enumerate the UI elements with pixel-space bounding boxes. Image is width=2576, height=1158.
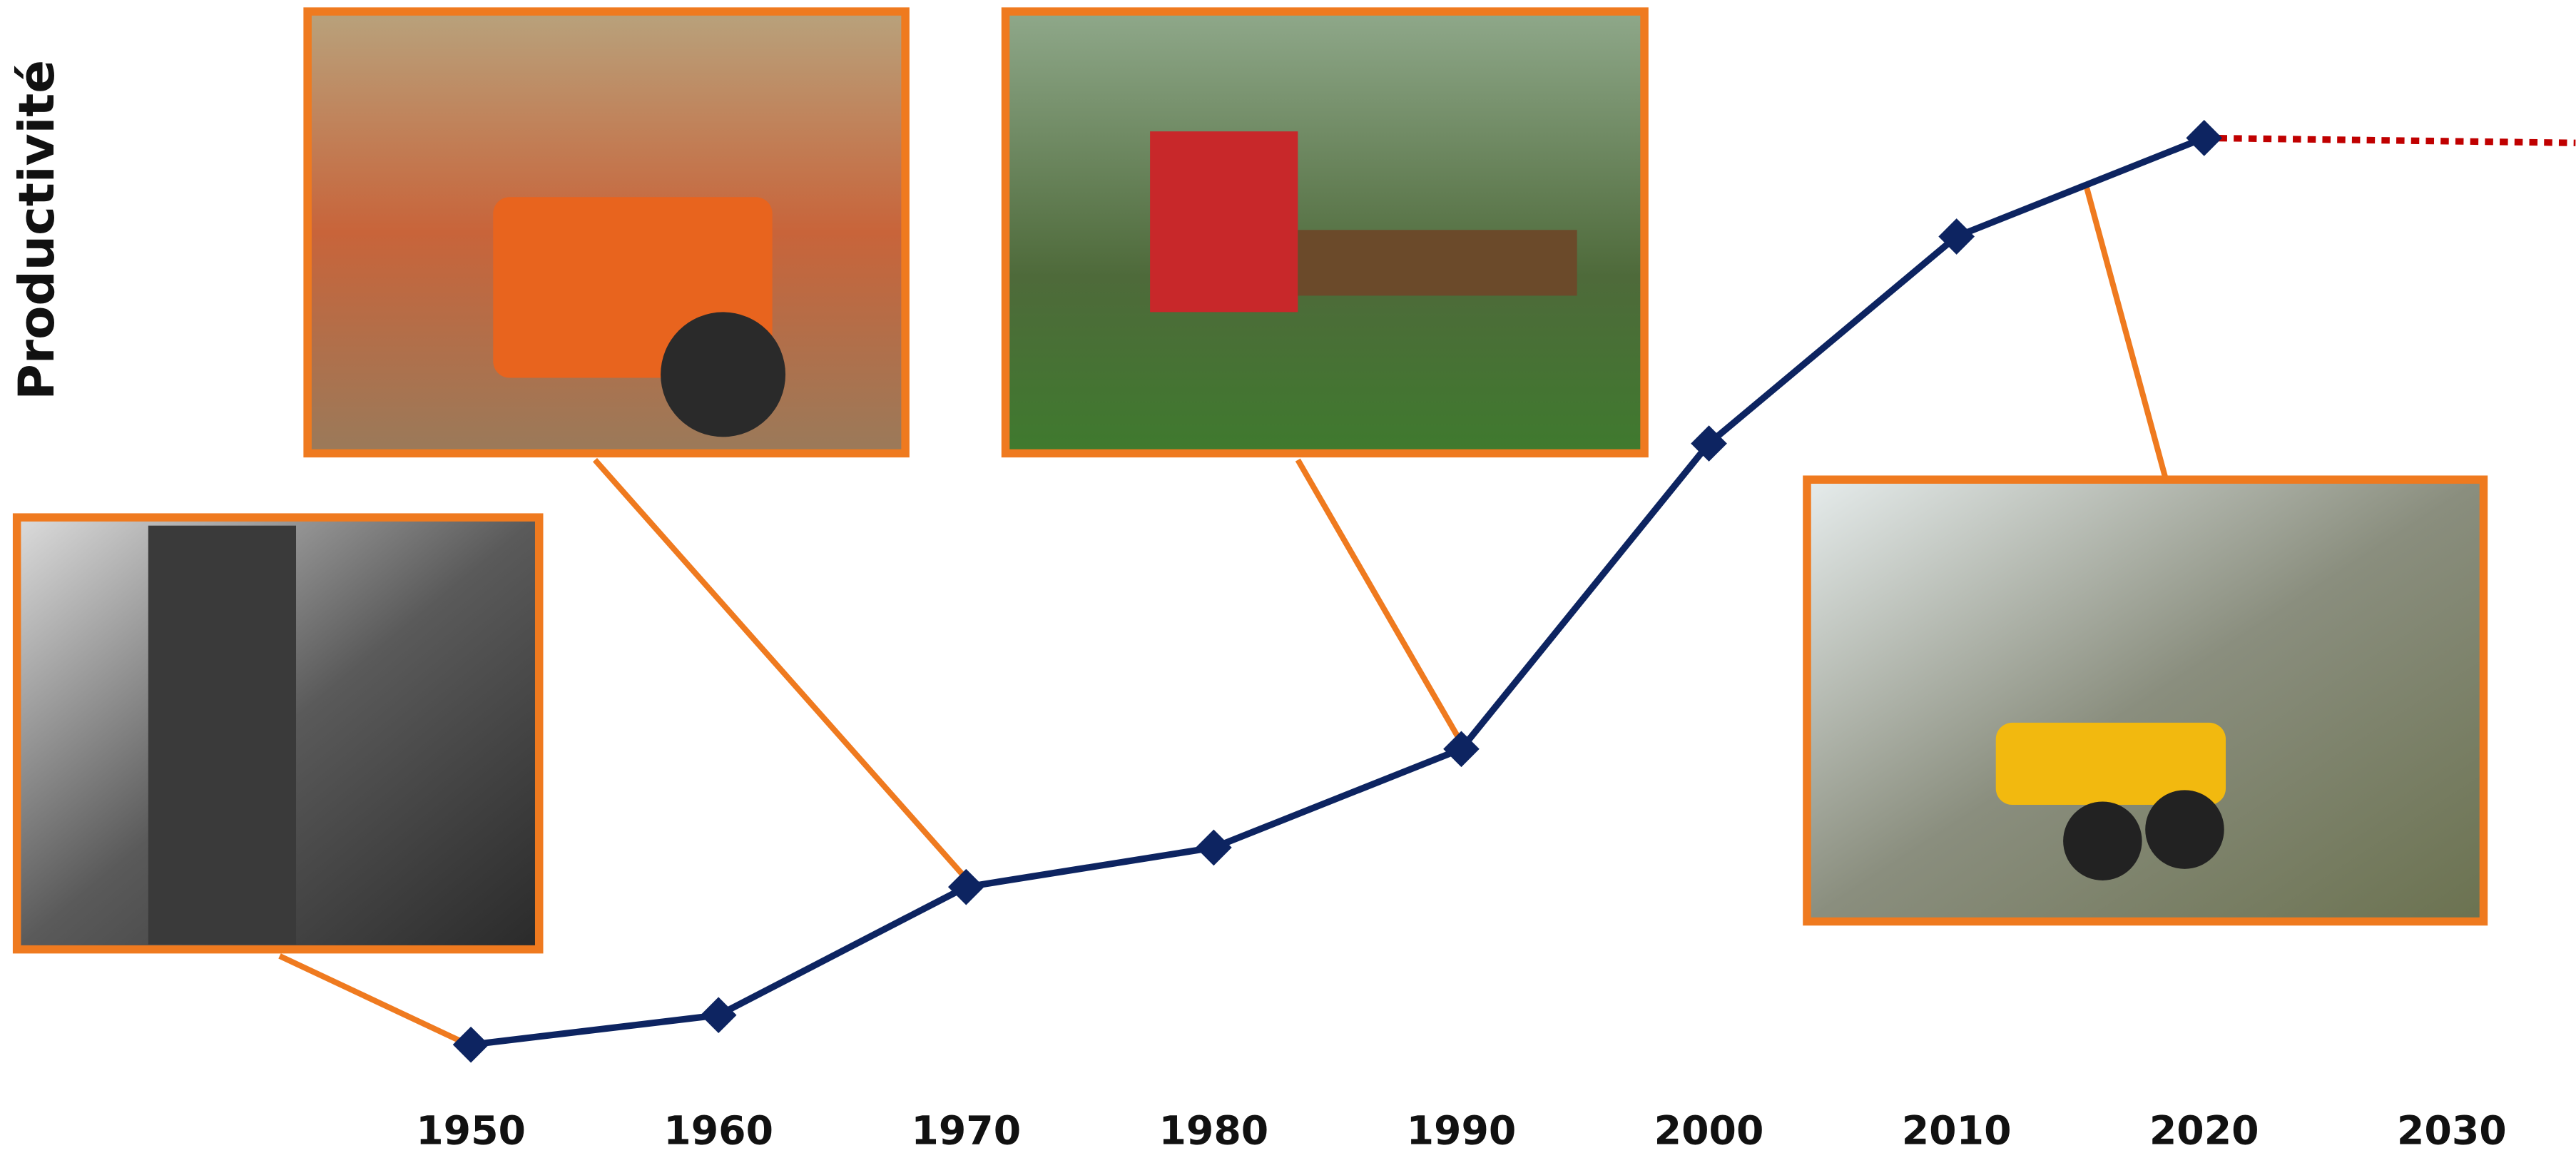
x-tick-label: 2010 [1902,1109,2012,1154]
projection-line [2204,134,2576,146]
wheel [2145,790,2224,869]
leader-line [1295,458,1465,746]
wheel [2063,801,2142,880]
x-tick-label: 1960 [663,1109,773,1154]
x-tick-label: 1990 [1407,1109,1517,1154]
leader-line [2083,185,2168,477]
point-marker [700,997,737,1034]
cab [1150,131,1298,313]
point-marker [1938,218,1975,255]
tree-trunk [148,525,297,945]
point-marker [2186,120,2223,156]
x-tick-label: 1980 [1159,1109,1268,1154]
harvester-body [1995,722,2226,806]
plot: 1950 1960 1970 1980 1990 2000 2010 2020 2030 [416,120,2576,1154]
logs [1298,230,1577,296]
series-line [470,135,2206,1048]
x-tick-label: 2000 [1654,1109,1764,1154]
x-tick-label: 2020 [2149,1109,2259,1154]
leader-line [278,953,474,1050]
leader-lines [278,185,2168,1050]
photo-harvester [1803,475,2488,926]
y-axis-label: Productivité [9,60,66,400]
photo-details [148,131,2226,945]
point-marker [452,1026,489,1063]
x-tick-label: 1950 [416,1109,526,1154]
wheel [661,312,786,437]
x-tick-label: 2030 [2397,1109,2507,1154]
point-marker [947,868,984,905]
leader-line [592,457,970,883]
x-tick-label: 1970 [911,1109,1021,1154]
point-marker [1443,731,1480,768]
point-marker [1196,829,1232,866]
